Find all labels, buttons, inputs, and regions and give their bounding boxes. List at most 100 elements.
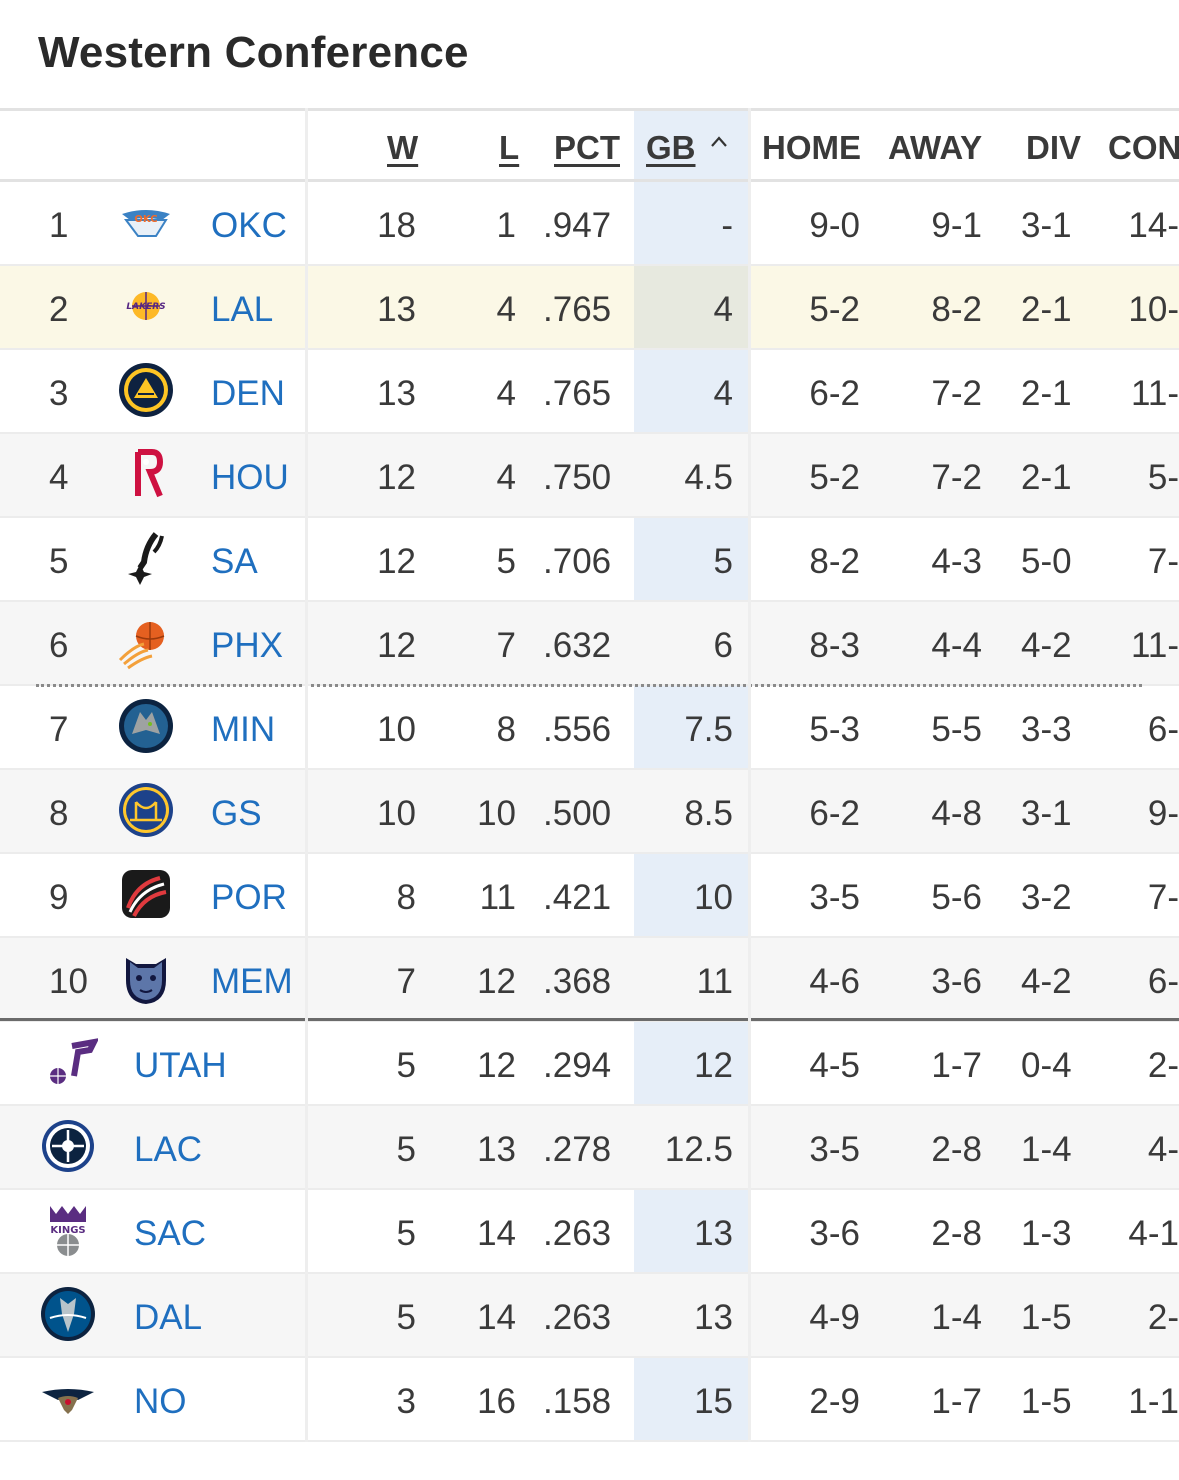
home-record: 3-5 (809, 1130, 860, 1169)
column-header-gb[interactable]: GB (646, 129, 696, 166)
division-record: 3-3 (1021, 710, 1072, 749)
svg-text:OKC: OKC (134, 214, 157, 225)
team-abbreviation-link[interactable]: HOU (211, 458, 289, 497)
team-abbreviation-link[interactable]: MEM (211, 962, 293, 1001)
team-abbreviation-link[interactable]: NO (134, 1382, 187, 1421)
svg-text:LAKERS: LAKERS (126, 302, 165, 312)
wins: 12 (377, 458, 416, 497)
standings-row[interactable]: LAC 5 13 .278 12.5 3-5 2-8 1-4 4- (0, 1106, 1179, 1190)
games-behind: 8.5 (684, 794, 733, 833)
away-record: 4-4 (931, 626, 982, 665)
games-behind: 12.5 (664, 1130, 733, 1169)
wins: 3 (396, 1382, 416, 1421)
division-record: 2-1 (1021, 374, 1072, 413)
rank: 8 (49, 794, 69, 833)
division-record: 4-2 (1021, 962, 1072, 1001)
nuggets-logo-icon[interactable] (116, 360, 176, 420)
wins: 8 (396, 878, 416, 917)
standings-row[interactable]: 8 GS 10 10 .500 8.5 6-2 4-8 3-1 9- (0, 770, 1179, 854)
standings-row[interactable]: 3 DEN 13 4 .765 4 6-2 7-2 2-1 11- (0, 350, 1179, 434)
home-record: 3-6 (809, 1214, 860, 1253)
standings-table: W L PCT GB HOME AWAY DIV CON 1 OKC OKC 18 1.… (0, 108, 1179, 1442)
home-record: 9-0 (809, 206, 860, 245)
warriors-logo-icon[interactable] (116, 780, 176, 840)
team-abbreviation-link[interactable]: POR (211, 878, 287, 917)
losses: 14 (477, 1214, 516, 1253)
gb-cell-background (634, 266, 748, 348)
team-abbreviation-link[interactable]: DAL (134, 1298, 203, 1337)
grizzlies-logo-icon[interactable] (116, 948, 176, 1008)
standings-row[interactable]: 7 MIN 10 8 .556 7.5 5-3 5-5 3-3 6- (0, 686, 1179, 770)
wins: 10 (377, 710, 416, 749)
team-abbreviation-link[interactable]: LAC (134, 1130, 203, 1169)
away-record: 4-3 (931, 542, 982, 581)
team-abbreviation-link[interactable]: GS (211, 794, 262, 833)
column-header-div[interactable]: DIV (1026, 129, 1082, 166)
games-behind: - (721, 206, 733, 245)
division-record: 1-3 (1021, 1214, 1072, 1253)
wins: 5 (396, 1046, 416, 1085)
timberwolves-logo-icon[interactable] (116, 696, 176, 756)
home-record: 8-2 (809, 542, 860, 581)
kings-logo-icon[interactable]: KINGS (38, 1200, 98, 1260)
losses: 8 (496, 710, 516, 749)
team-abbreviation-link[interactable]: SA (211, 542, 258, 581)
team-abbreviation-link[interactable]: LAL (211, 290, 274, 329)
away-record: 5-6 (931, 878, 982, 917)
standings-row[interactable]: 6 PHX 12 7 .632 6 8-3 4-4 4-2 11- (0, 602, 1179, 686)
losses: 7 (496, 626, 516, 665)
standings-row[interactable]: DAL 5 14 .263 13 4-9 1-4 1-5 2- (0, 1274, 1179, 1358)
standings-row[interactable]: 10 MEM 7 12 .368 11 4-6 3-6 4-2 6- (0, 938, 1179, 1022)
division-record: 3-2 (1021, 878, 1072, 917)
column-header-w[interactable]: W (387, 129, 419, 166)
standings-row[interactable]: KINGS SAC 5 14 .263 13 3-6 2-8 1-3 4-1 (0, 1190, 1179, 1274)
clippers-logo-icon[interactable] (38, 1116, 98, 1176)
rank: 5 (49, 542, 69, 581)
team-abbreviation-link[interactable]: SAC (134, 1214, 206, 1253)
home-record: 6-2 (809, 374, 860, 413)
home-record: 2-9 (809, 1382, 860, 1421)
spurs-logo-icon[interactable] (116, 528, 176, 588)
standings-row[interactable]: UTAH 5 12 .294 12 4-5 1-7 0-4 2- (0, 1022, 1179, 1106)
chevron-up-icon[interactable] (708, 131, 730, 153)
play-in-cutoff-line (36, 684, 1142, 687)
suns-logo-icon[interactable] (116, 612, 176, 672)
conference-record: 5- (1147, 458, 1179, 497)
away-record: 1-4 (931, 1298, 982, 1337)
lakers-logo-icon[interactable]: LAKERS (116, 276, 176, 336)
standings-row[interactable]: 9 POR 8 11 .421 10 3-5 5-6 3-2 7- (0, 854, 1179, 938)
losses: 12 (477, 962, 516, 1001)
division-record: 4-2 (1021, 626, 1072, 665)
conference-record: 10- (1128, 290, 1179, 329)
win-percentage: .158 (543, 1382, 612, 1421)
column-divider (305, 108, 308, 1442)
column-header-l[interactable]: L (499, 129, 520, 166)
team-abbreviation-link[interactable]: UTAH (134, 1046, 227, 1085)
division-record: 0-4 (1021, 1046, 1072, 1085)
rockets-logo-icon[interactable] (116, 444, 176, 504)
standings-row[interactable]: 2 LAKERS LAL 13 4 .765 4 5-2 8-2 2-1 10- (0, 266, 1179, 350)
column-header-conf[interactable]: CON (1108, 129, 1179, 166)
pelicans-logo-icon[interactable] (38, 1368, 98, 1428)
standings-row[interactable]: 5 SA 12 5 .706 5 8-2 4-3 5-0 7- (0, 518, 1179, 602)
mavericks-logo-icon[interactable] (38, 1284, 98, 1344)
team-abbreviation-link[interactable]: PHX (211, 626, 283, 665)
team-abbreviation-link[interactable]: DEN (211, 374, 285, 413)
team-abbreviation-link[interactable]: MIN (211, 710, 276, 749)
column-header-home[interactable]: HOME (762, 129, 861, 166)
standings-row[interactable]: 4 HOU 12 4 .750 4.5 5-2 7-2 2-1 5- (0, 434, 1179, 518)
column-header-pct[interactable]: PCT (554, 129, 620, 166)
svg-text:KINGS: KINGS (50, 1225, 85, 1236)
standings-row[interactable]: NO 3 16 .158 15 2-9 1-7 1-5 1-1 (0, 1358, 1179, 1442)
games-behind: 4 (713, 374, 733, 413)
team-abbreviation-link[interactable]: OKC (211, 206, 287, 245)
away-record: 3-6 (931, 962, 982, 1001)
jazz-logo-icon[interactable] (38, 1032, 100, 1092)
games-behind: 6 (713, 626, 733, 665)
thunder-logo-icon[interactable]: OKC (116, 192, 176, 252)
standings-row[interactable]: 1 OKC OKC 18 1 .947 - 9-0 9-1 3-1 14- (0, 182, 1179, 266)
column-header-away[interactable]: AWAY (888, 129, 983, 166)
wins: 18 (377, 206, 416, 245)
rank: 1 (49, 206, 69, 245)
blazers-logo-icon[interactable] (116, 864, 176, 924)
